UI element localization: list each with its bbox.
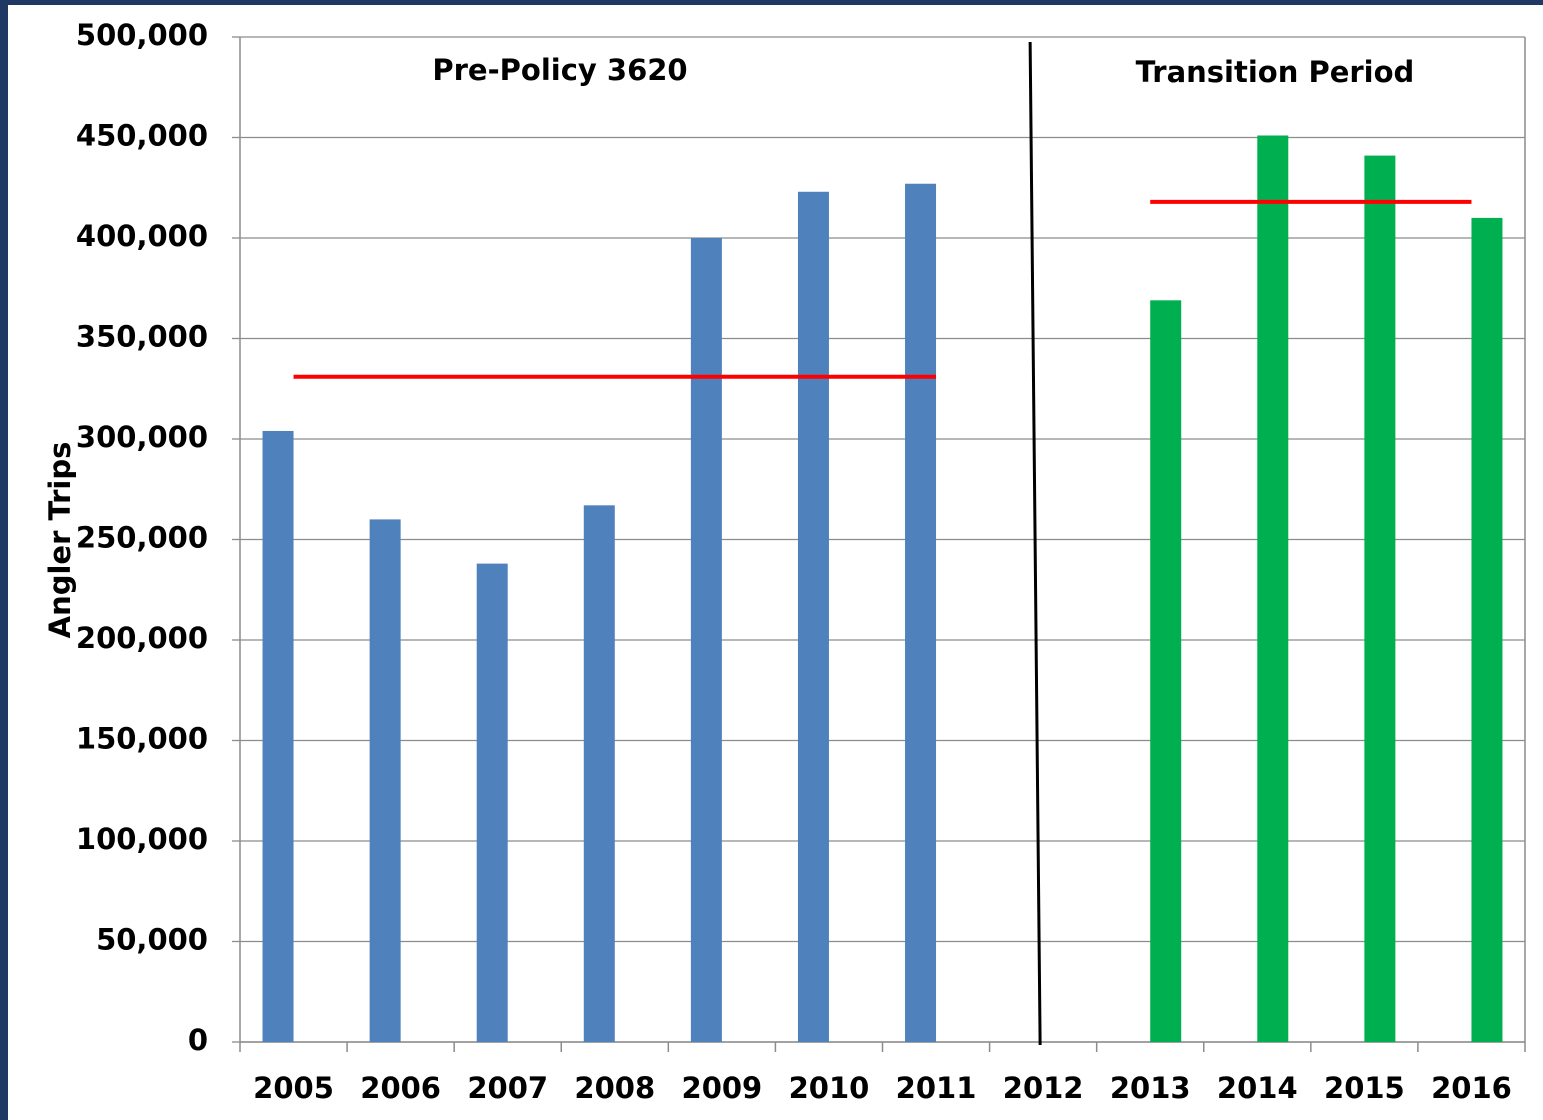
annotation: Transition Period [1136,55,1415,89]
y-tick-label: 400,000 [76,219,208,253]
bar [369,519,401,1042]
period-divider [1028,41,1042,1046]
bar [690,238,722,1042]
x-tick-label: 2008 [574,1071,655,1105]
x-tick-label: 2010 [789,1071,870,1105]
x-tick-label: 2006 [360,1071,441,1105]
x-tick-label: 2007 [467,1071,548,1105]
bar [262,430,294,1043]
y-tick-label: 50,000 [96,923,208,957]
bar [905,183,937,1043]
y-tick-label: 500,000 [76,18,208,52]
y-tick-label: 0 [188,1023,208,1057]
x-tick-label: 2012 [1003,1071,1084,1105]
y-tick-label: 100,000 [76,822,208,856]
bar [583,505,615,1043]
bar [1257,135,1289,1043]
y-tick-label: 150,000 [76,722,208,756]
chart-background [8,5,1543,1120]
y-tick-label: 200,000 [76,621,208,655]
bar [476,563,508,1042]
y-tick-label: 250,000 [76,521,208,555]
y-axis-label: Angler Trips [43,442,77,639]
bar [1364,155,1396,1043]
annotation: Pre-Policy 3620 [432,53,687,87]
bar [1471,217,1503,1042]
y-tick-label: 300,000 [76,420,208,454]
x-tick-label: 2011 [896,1071,977,1105]
x-tick-label: 2014 [1217,1071,1298,1105]
bar [797,191,829,1042]
x-tick-label: 2009 [682,1071,763,1105]
x-tick-label: 2015 [1324,1071,1405,1105]
x-tick-label: 2016 [1431,1071,1512,1105]
x-tick-label: 2005 [253,1071,334,1105]
y-tick-label: 450,000 [76,119,208,153]
y-tick-label: 350,000 [76,320,208,354]
x-tick-label: 2013 [1110,1071,1191,1105]
bar [1150,300,1182,1042]
